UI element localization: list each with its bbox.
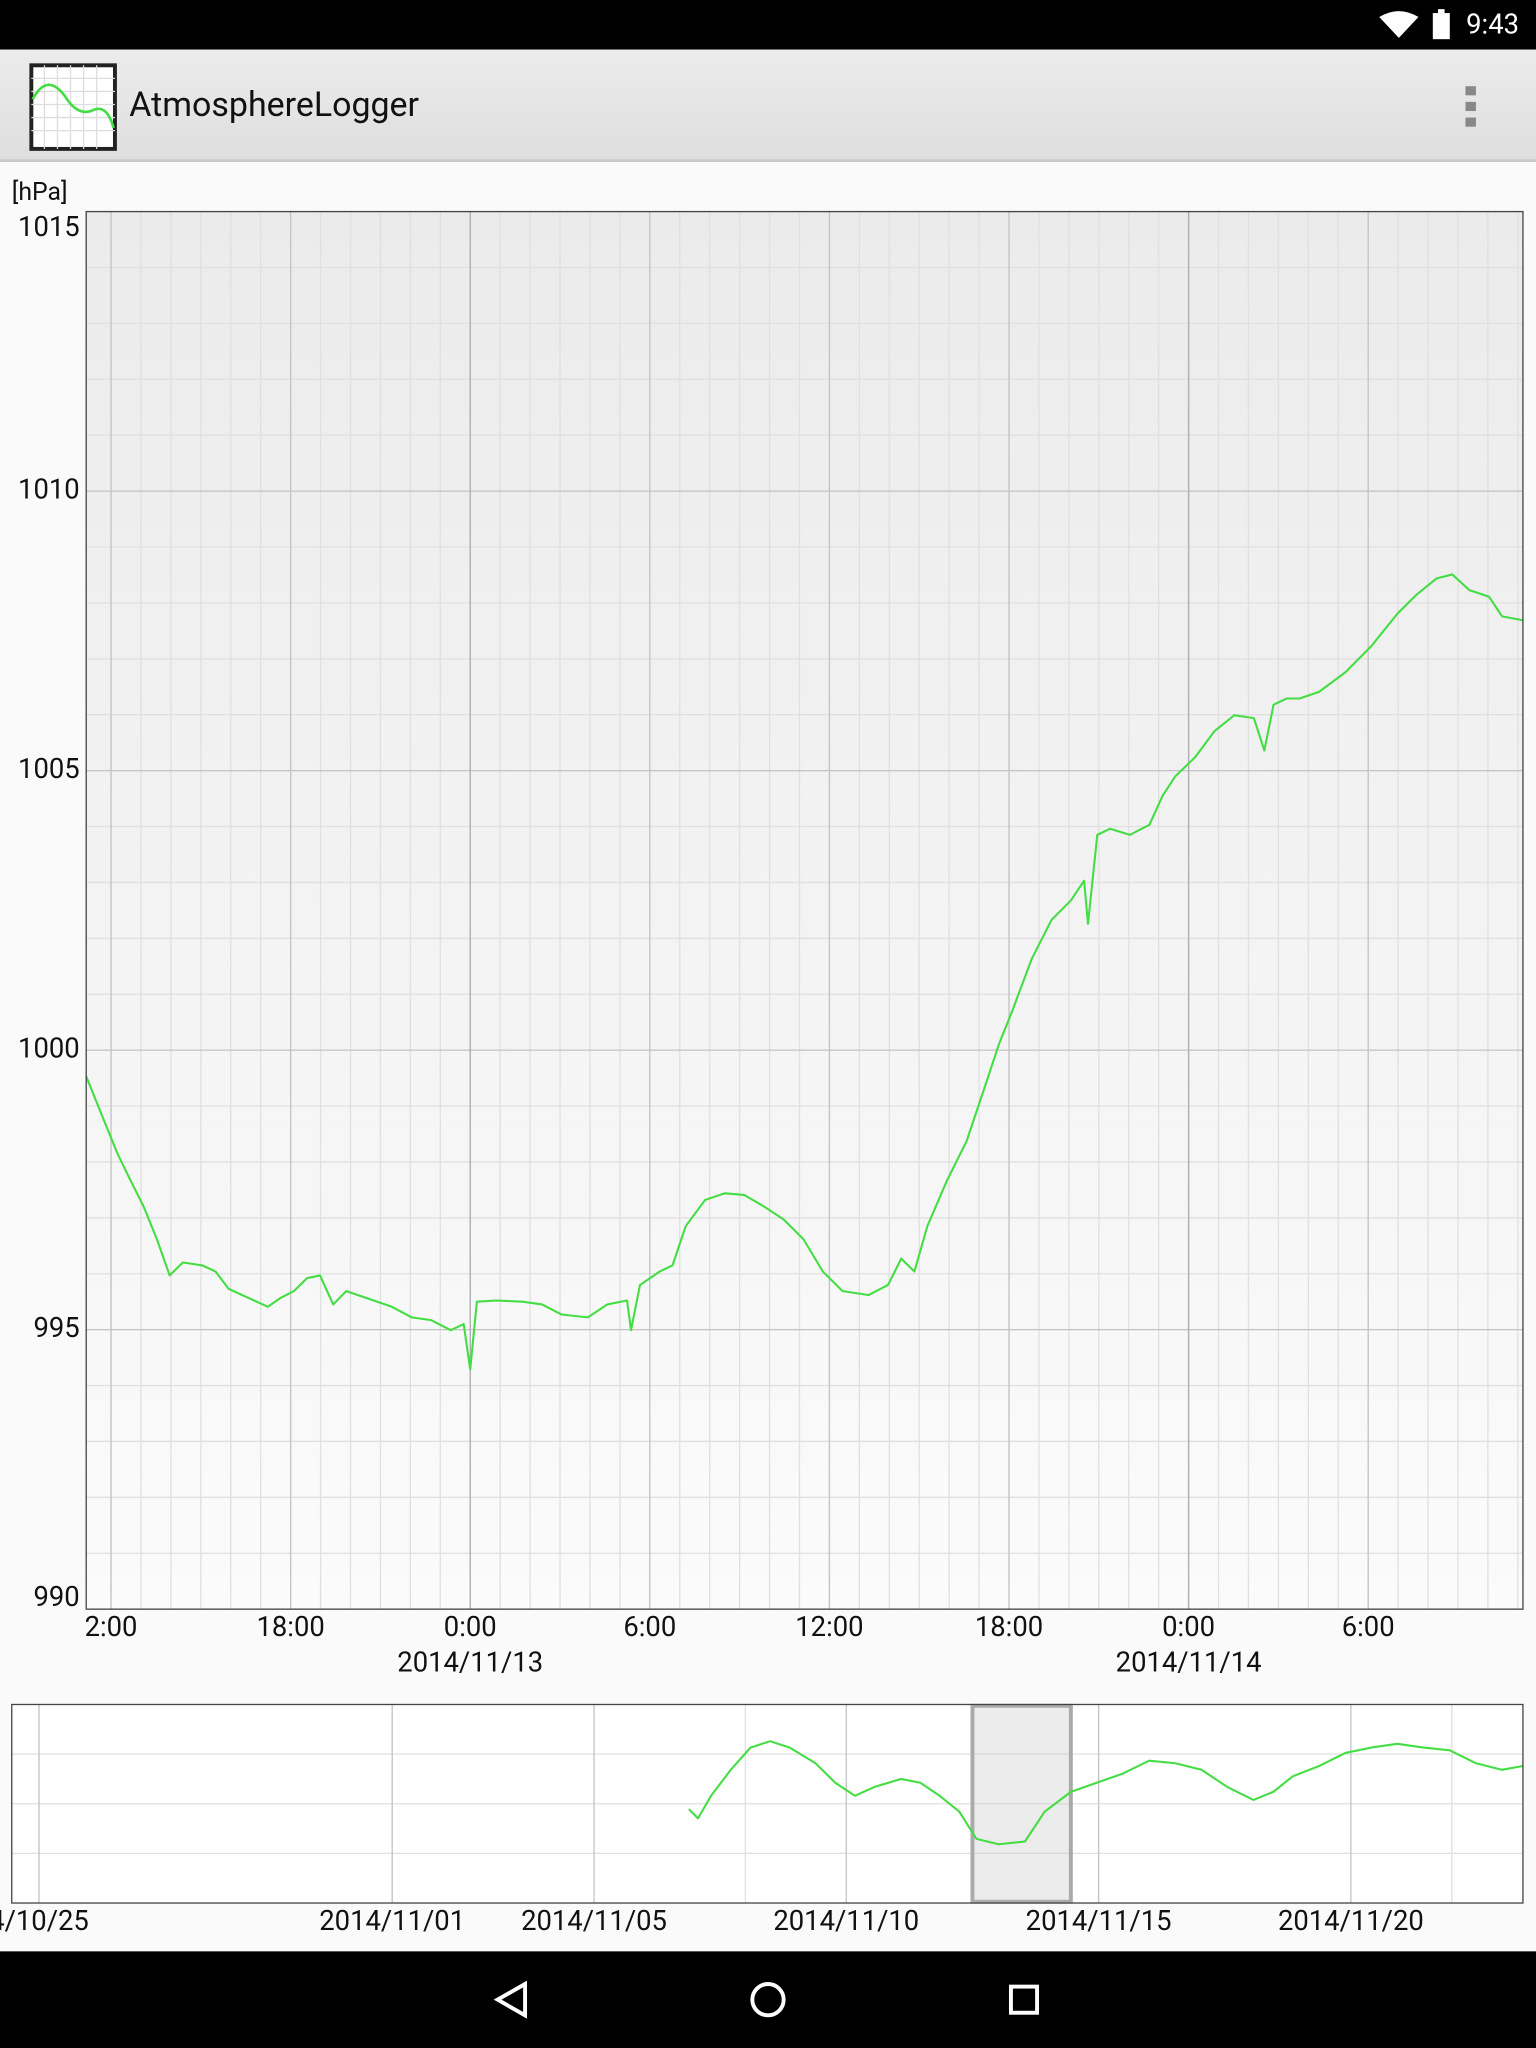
x-tick-label: 2:00: [85, 1611, 138, 1643]
app-title: AtmosphereLogger: [129, 86, 419, 125]
app-icon: [29, 63, 117, 151]
x-tick-label: 12:00: [795, 1611, 863, 1643]
charts: 990 995 1000 1005 1010 1015 2:00 18:00 0:00 6:00 1…: [0, 211, 1524, 1937]
x-tick-label: 18:00: [257, 1611, 325, 1643]
plot-area: [86, 211, 1523, 1610]
status-bar: [0, 0, 1536, 50]
nav-bar: [0, 1951, 1536, 2048]
overview-frame: [11, 1703, 1524, 1904]
y-tick-label: 1010: [18, 473, 80, 505]
plot-frame: [85, 210, 1524, 1610]
recents-button[interactable]: [1008, 1984, 1040, 2015]
data-line: [688, 1740, 1524, 1846]
y-tick-label: 995: [33, 1312, 79, 1344]
x-tick-label: 2014/11/20: [1278, 1905, 1424, 1937]
back-button[interactable]: [493, 1980, 528, 2019]
y-tick-label: 1015: [18, 211, 80, 243]
date-label: 2014/11/13: [397, 1646, 543, 1678]
battery-tip: [1438, 9, 1445, 14]
y-tick-label: 1005: [18, 753, 80, 785]
battery-icon: [1432, 13, 1450, 40]
x-tick-label: 2014/11/01: [319, 1905, 465, 1937]
x-tick-label: 18:00: [975, 1611, 1043, 1643]
status-time: 9:43: [1466, 8, 1519, 40]
data-line: [85, 573, 1524, 1371]
x-tick-label: 2014/11/05: [521, 1905, 667, 1937]
y-tick-label: 990: [33, 1581, 79, 1613]
x-tick-label: 4/10/25: [0, 1905, 89, 1937]
overflow-menu[interactable]: [1465, 86, 1476, 127]
x-tick-label: 0:00: [444, 1611, 497, 1643]
x-tick-label: 2014/11/15: [1026, 1905, 1172, 1937]
x-tick-label: 6:00: [623, 1611, 676, 1643]
app-bar: [0, 49, 1536, 161]
y-axis-label: [hPa]: [12, 178, 68, 207]
wifi-icon: [1379, 11, 1419, 38]
y-tick-label: 1000: [18, 1032, 80, 1064]
home-button[interactable]: [750, 1982, 786, 2018]
date-label: 2014/11/14: [1116, 1646, 1262, 1678]
x-tick-label: 6:00: [1342, 1611, 1395, 1643]
x-tick-label: 0:00: [1162, 1611, 1215, 1643]
x-tick-label: 2014/11/10: [773, 1905, 919, 1937]
